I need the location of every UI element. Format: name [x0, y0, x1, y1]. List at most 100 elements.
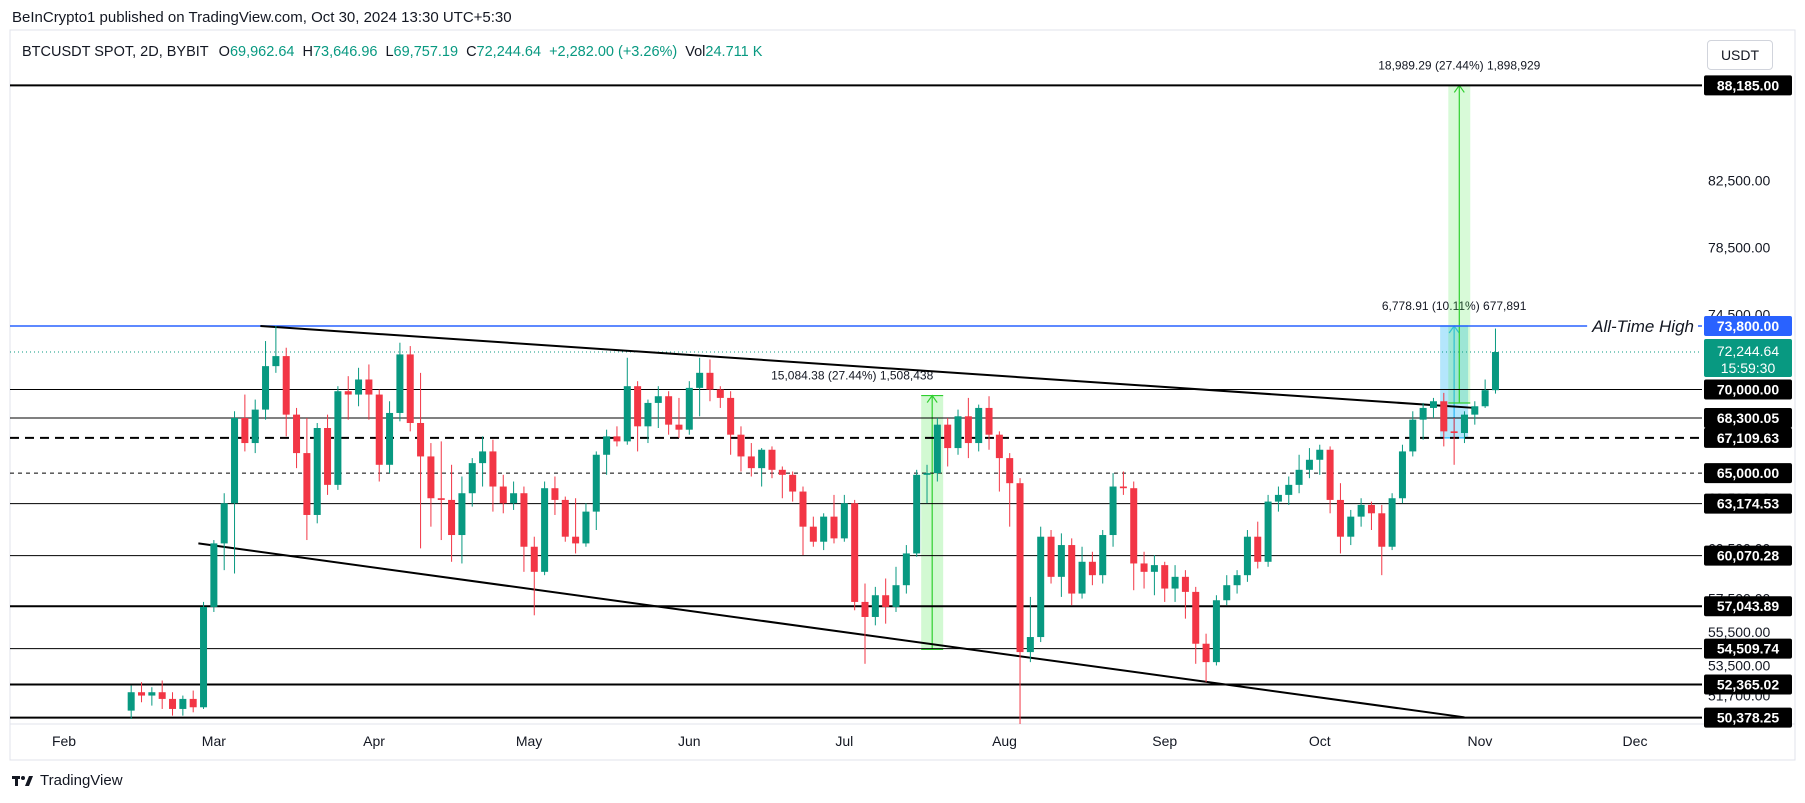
footer: TradingView: [12, 772, 123, 789]
candle-body: [809, 526, 817, 542]
candle-body: [1078, 561, 1086, 594]
candle-body: [1037, 536, 1045, 638]
price-label: 65,000.00: [1717, 465, 1779, 481]
candle-body: [1450, 431, 1458, 434]
candle-body: [737, 434, 745, 457]
footer-brand[interactable]: TradingView: [40, 772, 123, 789]
candle-body: [1088, 561, 1096, 576]
candle-body: [1243, 536, 1251, 576]
candle-body: [644, 402, 652, 427]
candle-body: [210, 543, 218, 607]
candle-body: [944, 424, 952, 449]
candle-body: [1316, 449, 1324, 460]
tradingview-logo-icon: [12, 775, 33, 786]
x-tick-label: Jul: [835, 733, 853, 749]
candle-body: [1419, 407, 1427, 420]
price-label: 67,109.63: [1717, 430, 1779, 446]
candle-body: [1212, 600, 1220, 663]
candle-body: [654, 396, 662, 403]
price-label-bg: [1704, 638, 1792, 659]
candle-body: [1305, 459, 1313, 470]
candle-body: [706, 372, 714, 390]
candle-body: [1130, 488, 1138, 564]
candle-body: [1016, 483, 1024, 653]
x-tick-label: Jun: [678, 733, 701, 749]
candle-body: [592, 454, 600, 512]
x-tick-label: May: [516, 733, 542, 749]
candle-body: [468, 463, 476, 494]
candle-body: [613, 436, 621, 442]
candle-body: [510, 493, 518, 504]
candle-body: [365, 379, 373, 395]
candle-body: [1254, 536, 1262, 562]
candle-body: [603, 436, 611, 455]
x-tick-label: Sep: [1152, 733, 1177, 749]
candle-body: [882, 595, 890, 607]
candle-body: [1140, 563, 1148, 572]
candle-body: [1429, 401, 1437, 408]
candle-body: [355, 379, 363, 395]
candle-body: [148, 692, 156, 696]
candle-body: [1057, 545, 1065, 577]
candle-body: [1099, 535, 1107, 576]
candle-body: [499, 486, 507, 504]
price-labels-layer: 88,185.00 73,800.00 All-Time High 70,000.00…: [1587, 75, 1792, 728]
price-label: 57,043.89: [1717, 598, 1779, 614]
price-label: 60,070.28: [1717, 548, 1779, 564]
price-label: 54,509.74: [1717, 641, 1779, 657]
candle-body: [334, 391, 342, 485]
candle-body: [169, 698, 177, 709]
close-label: C: [466, 44, 477, 60]
candle-body: [820, 516, 828, 542]
candle-body: [830, 516, 838, 539]
trendline: [198, 542, 1465, 719]
candle-body: [799, 491, 807, 527]
annotation-bg: [1587, 315, 1698, 337]
candle-body: [231, 417, 239, 504]
y-tick-label: 55,500.00: [1708, 624, 1770, 640]
x-tick-label: Dec: [1623, 733, 1648, 749]
symbol-name[interactable]: BTCUSDT SPOT, 2D, BYBIT: [22, 44, 209, 60]
measure-label: 6,778.91 (10.11%) 677,891: [1382, 299, 1527, 313]
candle-body: [561, 499, 569, 537]
candle-body: [768, 449, 776, 470]
candle-body: [1223, 585, 1231, 601]
candle-body: [1047, 536, 1055, 577]
candle-body: [313, 428, 321, 515]
candle-body: [1150, 565, 1158, 572]
candle-body: [747, 456, 755, 469]
candle-body: [479, 451, 487, 464]
candle-body: [923, 473, 931, 475]
x-tick-label: Mar: [202, 733, 226, 749]
x-tick-label: Aug: [992, 733, 1017, 749]
candle-body: [437, 498, 445, 500]
candle-body: [1378, 513, 1386, 547]
candle-body: [1161, 565, 1169, 589]
candle-body: [386, 412, 394, 465]
candle-body: [892, 585, 900, 607]
candle-body: [448, 499, 456, 536]
candle-body: [861, 601, 869, 617]
high-label: H: [302, 44, 313, 60]
x-tick-label: Apr: [363, 733, 385, 749]
candle-body: [251, 409, 259, 444]
price-label-bg: [1704, 674, 1792, 695]
candle-body: [1471, 406, 1479, 415]
trendline-layer: [198, 324, 1475, 719]
candle-body: [344, 391, 352, 395]
candle-body: [272, 356, 280, 367]
price-label-bg: [1704, 315, 1792, 336]
price-label-bg: [1704, 707, 1792, 728]
price-label: 88,185.00: [1717, 77, 1779, 93]
candle-body: [954, 416, 962, 449]
measurement-layer: 15,084.38 (27.44%) 1,508,438 6,778.91 (10…: [771, 58, 1541, 651]
candle-body: [975, 407, 983, 444]
candle-body: [1367, 504, 1375, 514]
currency-button[interactable]: USDT: [1707, 40, 1773, 70]
candle-body: [427, 456, 435, 499]
x-tick-label: Nov: [1468, 733, 1493, 749]
close-value: 72,244.64: [476, 44, 542, 60]
candle-body: [851, 503, 859, 602]
candle-body: [985, 407, 993, 435]
